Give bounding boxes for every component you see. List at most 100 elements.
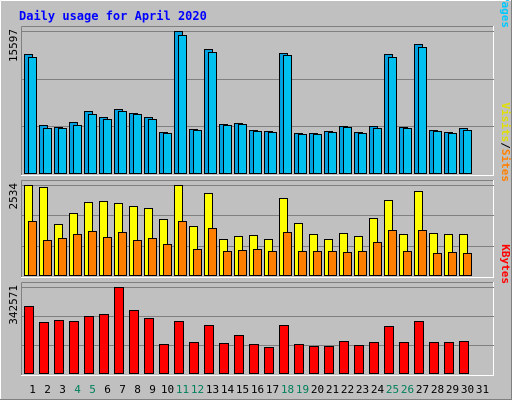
x-tick-label-day-30: 30 (461, 383, 474, 396)
x-tick-label-day-12: 12 (191, 383, 204, 396)
bar-sites-day-8 (133, 240, 142, 276)
bar-kbytes-day-9 (144, 318, 154, 374)
bar-files-day-6 (103, 119, 112, 174)
bar-sites-day-15 (238, 250, 247, 276)
bar-sites-day-29 (448, 252, 457, 276)
bar-kbytes-day-19 (294, 344, 304, 374)
panel-kbytes-max-label: 342571 (7, 285, 20, 325)
bar-files-day-1 (28, 57, 37, 174)
bar-kbytes-day-12 (189, 342, 199, 374)
bar-kbytes-day-15 (234, 335, 244, 374)
bar-sites-day-26 (403, 251, 412, 276)
bar-kbytes-day-13 (204, 325, 214, 374)
x-tick-label-day-28: 28 (431, 383, 444, 396)
bar-kbytes-day-24 (369, 342, 379, 374)
bar-sites-day-14 (223, 251, 232, 276)
bar-kbytes-day-11 (174, 321, 184, 374)
x-axis-ticks: 1 2 3 4 5 6 7 8 9 10 11 12 13 14 15 16 17 18 19 20 21 22 23 24 2… (29, 383, 489, 396)
bar-files-day-2 (43, 128, 52, 174)
bar-kbytes-day-16 (249, 344, 259, 374)
bar-files-day-7 (118, 111, 127, 174)
x-tick-label-day-6: 6 (104, 383, 111, 396)
bar-sites-day-7 (118, 232, 127, 276)
bar-files-day-14 (223, 125, 232, 174)
bar-sites-day-30 (463, 253, 472, 276)
x-tick-label-day-20: 20 (311, 383, 324, 396)
bar-kbytes-day-5 (84, 316, 94, 374)
x-tick-label-day-10: 10 (161, 383, 174, 396)
bar-kbytes-day-3 (54, 320, 64, 374)
x-tick-label-day-13: 13 (206, 383, 219, 396)
bar-files-day-22 (343, 127, 352, 174)
x-tick-label-day-16: 16 (251, 383, 264, 396)
bar-kbytes-day-25 (384, 326, 394, 374)
bar-sites-day-11 (178, 221, 187, 276)
bar-sites-day-3 (58, 238, 67, 276)
bar-files-day-27 (418, 47, 427, 174)
x-tick-label-day-23: 23 (356, 383, 369, 396)
panel-hits-files-max-label: 15597 (7, 29, 20, 62)
bar-kbytes-day-26 (399, 342, 409, 374)
chart-panels: 15597 Hits/Files/Pages 2534 Visits/Sites 342… (7, 0, 512, 376)
x-tick-label-day-8: 8 (134, 383, 141, 396)
panel-visits-sites-max-label: 2534 (7, 183, 20, 210)
bar-files-day-12 (193, 130, 202, 174)
bar-files-day-13 (208, 52, 217, 174)
panel-kbytes-legend-text: KBytes (499, 244, 512, 284)
bar-sites-day-25 (388, 230, 397, 276)
x-tick-label-day-4: 4 (74, 383, 81, 396)
bar-kbytes-day-17 (264, 347, 274, 374)
panel-visits-sites: 2534 Visits/Sites (7, 103, 512, 278)
bar-sites-day-19 (298, 251, 307, 276)
bar-kbytes-day-23 (354, 345, 364, 374)
panel-visits-sites-legend-text: Visits/Sites (499, 103, 512, 183)
x-tick-label-day-3: 3 (59, 383, 66, 396)
x-tick-label-day-11: 11 (176, 383, 189, 396)
bar-sites-day-21 (328, 251, 337, 276)
bar-files-day-29 (448, 133, 457, 174)
bar-sites-day-6 (103, 237, 112, 276)
panel-kbytes-legend: KBytes (499, 244, 512, 284)
bar-files-day-20 (313, 134, 322, 174)
bar-sites-day-13 (208, 228, 217, 276)
bar-kbytes-day-2 (39, 322, 49, 374)
bar-sites-day-10 (163, 244, 172, 276)
series-files (28, 35, 472, 174)
x-tick-label-day-25: 25 (386, 383, 399, 396)
bar-sites-day-9 (148, 238, 157, 276)
bar-files-day-28 (433, 131, 442, 174)
bar-sites-day-20 (313, 251, 322, 276)
series-sites (28, 221, 472, 276)
x-tick-label-day-22: 22 (341, 383, 354, 396)
bar-files-day-26 (403, 128, 412, 174)
bar-files-day-9 (148, 119, 157, 174)
x-tick-label-day-1: 1 (29, 383, 36, 396)
bar-kbytes-day-10 (159, 344, 169, 374)
bar-sites-day-16 (253, 249, 262, 276)
bar-files-day-21 (328, 132, 337, 174)
bar-sites-day-28 (433, 253, 442, 276)
bar-files-day-4 (73, 125, 82, 174)
panel-hits-files-legend: Hits/Files/Pages (499, 0, 512, 28)
bar-files-day-18 (283, 55, 292, 174)
bar-sites-day-5 (88, 231, 97, 276)
x-tick-label-day-2: 2 (44, 383, 51, 396)
x-tick-label-day-18: 18 (281, 383, 294, 396)
x-tick-label-day-15: 15 (236, 383, 249, 396)
x-tick-label-day-14: 14 (221, 383, 235, 396)
x-tick-label-day-9: 9 (149, 383, 156, 396)
bar-files-day-17 (268, 132, 277, 174)
bar-kbytes-day-7 (114, 287, 124, 374)
x-tick-label-day-27: 27 (416, 383, 429, 396)
bar-sites-day-18 (283, 232, 292, 276)
bar-sites-day-12 (193, 249, 202, 276)
bar-files-day-30 (463, 130, 472, 174)
bar-kbytes-day-20 (309, 346, 319, 374)
x-tick-label-day-31: 31 (476, 383, 489, 396)
bar-files-day-19 (298, 134, 307, 174)
bar-files-day-16 (253, 131, 262, 174)
chart-title: Daily usage for April 2020 (19, 9, 207, 23)
legend-pages: Pages (499, 0, 512, 28)
bar-kbytes-day-4 (69, 321, 79, 374)
